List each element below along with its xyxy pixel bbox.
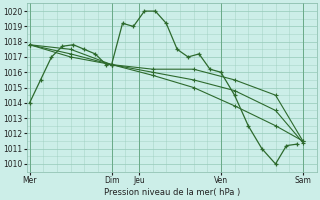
X-axis label: Pression niveau de la mer( hPa ): Pression niveau de la mer( hPa ) [104,188,240,197]
